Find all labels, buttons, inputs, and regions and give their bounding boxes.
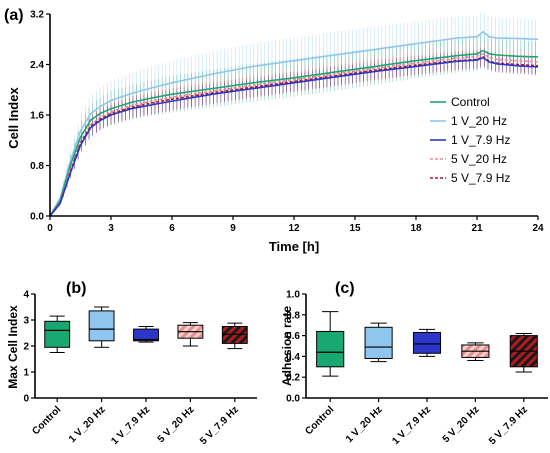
box-plot-c: 0.0 0.2 0.4 0.6 0.8 1.0 Control 1 V_20 Hz 1 V_7.… xyxy=(286,290,548,447)
y-axis-title: Cell Index xyxy=(6,87,21,149)
box-0 xyxy=(44,320,71,348)
box-2 xyxy=(412,331,442,354)
panel-label-c: (c) xyxy=(335,280,355,297)
line-chart-panel: (a) Cell Index Time [h] 0 3 6 9 12 15 18 21 24 0.… xyxy=(4,7,544,254)
y-tick-label: 0.8 xyxy=(286,310,300,321)
y-axis-title-b: Max Cell Index xyxy=(6,305,20,389)
legend-label: 1 V_20 Hz xyxy=(451,114,507,128)
series-line-1 xyxy=(49,30,539,217)
x-axis-title: Time [h] xyxy=(269,239,319,254)
x-tick-label: 24 xyxy=(532,223,544,234)
series-lines xyxy=(49,30,539,217)
box-1 xyxy=(88,310,115,342)
category-label: Control xyxy=(30,404,63,437)
y-tick-label: 0.0 xyxy=(30,212,44,223)
y-tick-label: 1.6 xyxy=(30,111,44,122)
panel-label-b: (b) xyxy=(66,280,86,297)
x-tick-label: 9 xyxy=(230,223,236,234)
legend-label: 1 V_7.9 Hz xyxy=(451,133,510,147)
legend-label: Control xyxy=(451,95,490,109)
y-tick-label: 4 xyxy=(23,290,29,301)
y-axis-title-c: Adhesion rate xyxy=(280,306,294,386)
line-chart-ticks: 0 3 6 9 12 15 18 21 24 0.0 0.8 1.6 2.4 3.2 xyxy=(30,10,544,235)
y-tick-label: 0.6 xyxy=(286,331,300,342)
category-label: 1 V_20 Hz xyxy=(344,404,385,445)
category-label: 5 V_20 Hz xyxy=(156,404,197,445)
y-tick-label: 1 xyxy=(23,368,29,379)
x-tick-label: 3 xyxy=(108,223,114,234)
box-4 xyxy=(221,326,248,344)
y-tick-label: 3 xyxy=(23,316,29,327)
category-label: 1 V_7.9 Hz xyxy=(109,404,152,447)
category-label: 5 V_20 Hz xyxy=(441,404,482,445)
y-tick-label: 0 xyxy=(23,394,29,405)
y-tick-label: 0.4 xyxy=(286,352,300,363)
category-label: Control xyxy=(303,404,336,437)
category-label: 5 V_7.9 Hz xyxy=(487,404,530,447)
box-0 xyxy=(316,330,345,368)
y-tick-label: 0.2 xyxy=(286,373,300,384)
y-tick-label: 0.0 xyxy=(286,394,300,405)
box-chart-panel-c: (c) Adhesion rate 0.0 0.2 0.4 0.6 0.8 1.0 Cont… xyxy=(280,280,548,447)
x-tick-label: 6 xyxy=(169,223,175,234)
legend: Control 1 V_20 Hz 1 V_7.9 Hz 5 V_20 Hz 5 V_7… xyxy=(430,95,510,185)
x-tick-label: 18 xyxy=(410,223,422,234)
box-plot-b: 0 1 2 3 4 Control 1 V_20 Hz 1 V_7.9 Hz 5 V_20 Hz… xyxy=(23,290,257,447)
legend-label: 5 V_20 Hz xyxy=(451,152,507,166)
series-line-0 xyxy=(49,49,539,217)
x-tick-label: 15 xyxy=(349,223,361,234)
box-2 xyxy=(133,328,159,342)
category-label: 5 V_7.9 Hz xyxy=(198,404,241,447)
box-chart-panel-b: (b) Max Cell Index 0 1 2 3 4 Control 1 V_20 Hz… xyxy=(6,280,257,447)
category-label: 1 V_7.9 Hz xyxy=(390,404,433,447)
y-tick-label: 0.8 xyxy=(30,161,44,172)
x-tick-label: 21 xyxy=(471,223,483,234)
x-tick-label: 12 xyxy=(288,223,300,234)
y-tick-label: 2.4 xyxy=(30,60,44,71)
y-tick-label: 2 xyxy=(23,342,29,353)
y-tick-label: 3.2 xyxy=(30,10,44,21)
series-line-2 xyxy=(49,56,539,217)
legend-label: 5 V_7.9 Hz xyxy=(451,171,510,185)
x-tick-label: 0 xyxy=(47,223,53,234)
category-label: 1 V_20 Hz xyxy=(67,404,108,445)
panel-label-a: (a) xyxy=(4,7,24,24)
box-1 xyxy=(364,326,393,359)
y-tick-label: 1.0 xyxy=(286,290,300,301)
